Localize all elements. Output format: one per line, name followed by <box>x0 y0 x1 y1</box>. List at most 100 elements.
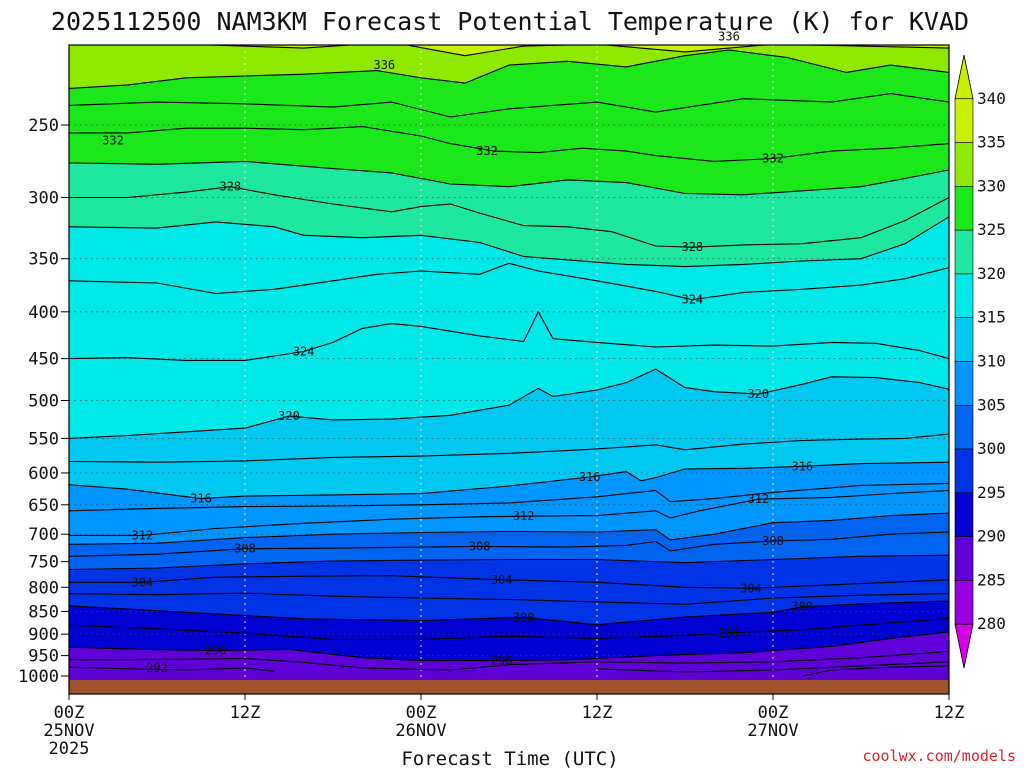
y-tick-label-700: 700 <box>28 525 59 545</box>
contour-340 <box>193 45 949 57</box>
contour-labels: 336 336 332 332 332 328 328 324 324 320 320 316 316 3… <box>102 29 813 675</box>
x-tick-label-4-2: 27NOV <box>747 721 798 741</box>
fill-band-294 <box>69 651 949 680</box>
x-tick-label-2-2: 26NOV <box>395 721 446 741</box>
contour-label-308: 308 <box>234 542 256 556</box>
colorbar-swatch-295 <box>954 492 974 537</box>
x-tick-label-5-1: 12Z <box>934 703 965 723</box>
contour-label-304: 304 <box>740 581 762 595</box>
contour-label-296: 296 <box>718 626 740 640</box>
contour-336 <box>69 49 949 89</box>
contour-label-316: 316 <box>579 470 601 484</box>
colorbar-swatch-320 <box>954 273 974 319</box>
colorbar-label-335: 335 <box>977 133 1006 152</box>
contour-label-328: 328 <box>681 240 703 254</box>
contour-label-320: 320 <box>278 409 300 423</box>
colorbar-top-arrow <box>954 54 974 100</box>
contour-label-328: 328 <box>219 180 241 194</box>
contour-314 <box>69 482 949 512</box>
colorbar-label-290: 290 <box>977 527 1006 546</box>
contour-label-336: 336 <box>373 58 395 72</box>
colorbar-label-310: 310 <box>977 352 1006 371</box>
contour-label-292: 292 <box>146 661 168 675</box>
contour-298 <box>69 617 949 640</box>
contour-label-312: 312 <box>131 528 153 542</box>
contour-294 <box>69 650 949 671</box>
contour-label-324: 324 <box>293 344 315 358</box>
contour-292 <box>596 661 949 673</box>
contour-316 <box>69 461 949 500</box>
x-tick-label-3-1: 12Z <box>582 703 613 723</box>
colorbar-swatch-300 <box>954 448 974 494</box>
colorbar-label-315: 315 <box>977 308 1006 327</box>
colorbar-label-300: 300 <box>977 439 1006 458</box>
colorbar-label-330: 330 <box>977 176 1006 195</box>
contour-label-312: 312 <box>513 509 535 523</box>
dotted-grid <box>69 45 949 680</box>
contour-326 <box>69 216 949 268</box>
colorbar-swatch-305 <box>954 404 974 450</box>
contour-300 <box>69 600 949 626</box>
x-tick-label-0-2: 25NOV <box>43 721 94 741</box>
contour-334 <box>69 93 949 118</box>
contour-label-300: 300 <box>513 610 535 624</box>
colorbar-swatch-325 <box>954 229 974 275</box>
contour-308 <box>69 531 949 557</box>
colorbar: 340 335 330 325 320 315 310 305 300 295 290 285 280 <box>954 54 1006 669</box>
y-tick-label-450: 450 <box>28 350 59 370</box>
contour-label-336: 336 <box>718 29 740 43</box>
x-axis-label: Forecast Time (UTC) <box>401 748 618 768</box>
x-tick-label-4-1: 00Z <box>758 703 789 723</box>
contour-label-308: 308 <box>469 540 491 554</box>
colorbar-swatch-340 <box>954 98 974 143</box>
site-credit: coolwx.com/models <box>862 747 1016 765</box>
contour-312 <box>69 489 949 536</box>
contour-lines <box>69 45 949 677</box>
contour-322 <box>69 311 949 361</box>
colorbar-label-325: 325 <box>977 220 1006 239</box>
y-tick-label-750: 750 <box>28 553 59 573</box>
plot-area <box>69 45 949 680</box>
contour-label-312: 312 <box>747 492 769 506</box>
colorbar-swatch-315 <box>954 317 974 362</box>
y-tick-label-600: 600 <box>28 464 59 484</box>
colorbar-swatch-290 <box>954 536 974 581</box>
x-tick-label-2-1: 00Z <box>406 703 437 723</box>
colorbar-label-280: 280 <box>977 614 1006 633</box>
colorbar-label-320: 320 <box>977 264 1006 283</box>
contour-label-304: 304 <box>491 573 513 587</box>
contour-320 <box>69 368 949 439</box>
contour-label-296: 296 <box>491 654 513 668</box>
contour-310 <box>69 512 949 545</box>
chart-title: 2025112500 NAM3KM Forecast Potential Tem… <box>51 7 969 36</box>
colorbar-swatch-335 <box>954 142 974 187</box>
contour-label-324: 324 <box>681 293 703 307</box>
contour-332 <box>69 126 949 162</box>
colorbar-bottom-arrow <box>954 623 974 669</box>
contour-label-296: 296 <box>205 644 227 658</box>
contour-label-332: 332 <box>476 144 498 158</box>
y-tick-label-650: 650 <box>28 496 59 516</box>
color-fill-bands <box>69 45 949 680</box>
colorbar-label-305: 305 <box>977 395 1006 414</box>
colorbar-label-285: 285 <box>977 570 1006 589</box>
y-tick-label-250: 250 <box>28 116 59 136</box>
contour-label-320: 320 <box>747 387 769 401</box>
plot-frame <box>68 44 950 695</box>
colorbar-label-295: 295 <box>977 483 1006 502</box>
contour-324 <box>69 262 949 301</box>
contour-label-316: 316 <box>791 459 813 473</box>
contour-292 <box>69 666 275 672</box>
x-tick-label-0-3: 2025 <box>49 739 90 759</box>
y-tick-label-850: 850 <box>28 602 59 622</box>
contour-296 <box>69 631 949 662</box>
y-axis: 250 300 350 400 450 500 550 600 650 700 750 800 850 9… <box>18 116 69 687</box>
contour-label-300: 300 <box>791 600 813 614</box>
contour-328 <box>69 186 949 248</box>
y-tick-label-1000: 1000 <box>18 667 59 687</box>
colorbar-swatch-330 <box>954 186 974 231</box>
contour-label-332: 332 <box>762 152 784 166</box>
contour-label-304: 304 <box>131 575 153 589</box>
